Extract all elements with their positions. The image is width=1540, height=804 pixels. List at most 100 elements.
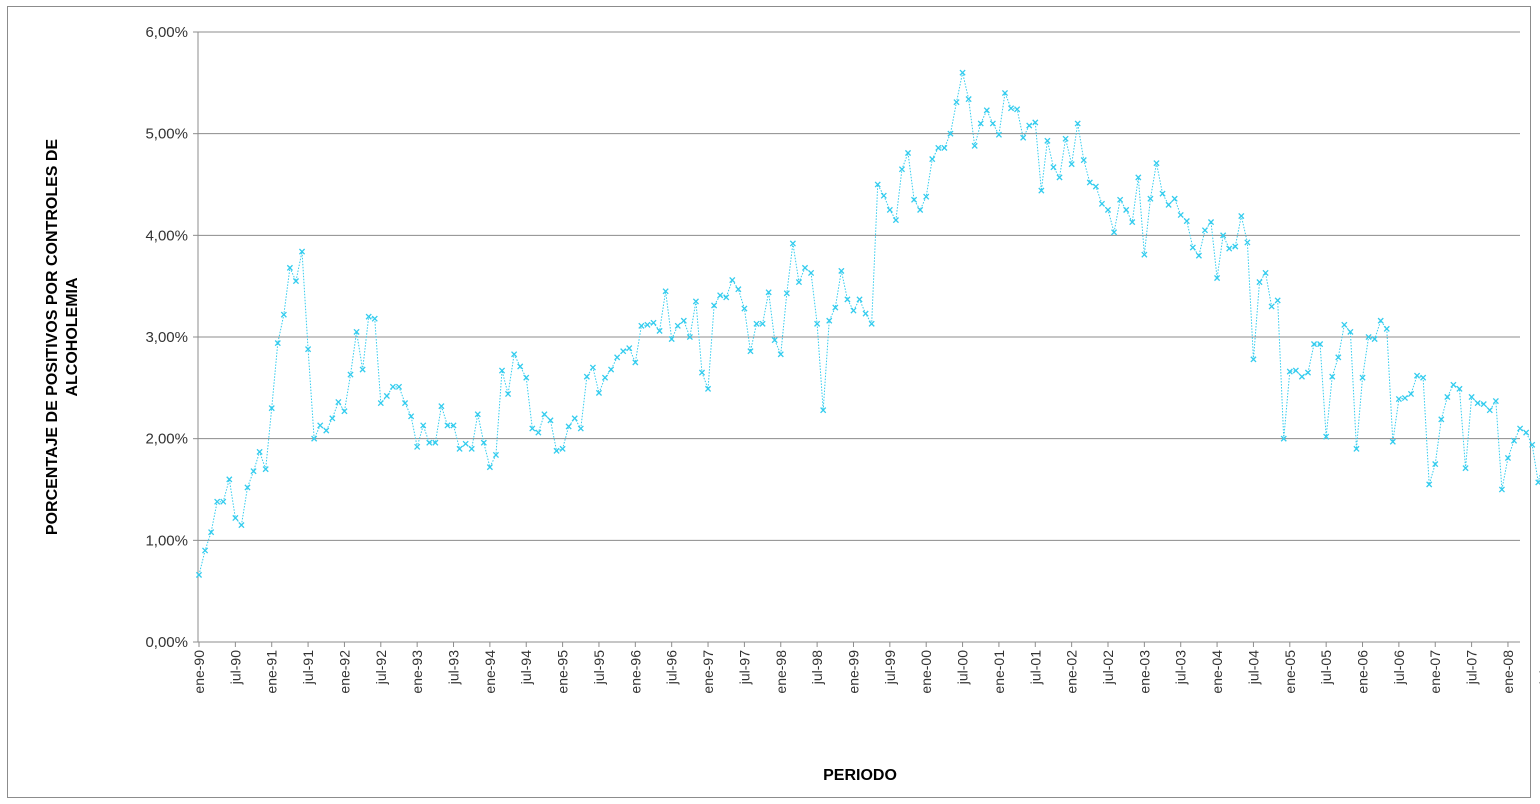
data-point [1226,245,1233,252]
data-point [498,367,506,374]
data-point [1359,374,1366,381]
data-point [886,206,893,213]
data-point [771,336,778,344]
data-point [650,319,657,326]
data-point [644,321,651,328]
data-point [1389,438,1396,445]
data-point [359,366,366,373]
data-point [1232,243,1239,250]
data-point [995,131,1002,138]
data-point [1304,369,1312,376]
data-point [1468,393,1475,401]
data-point [1262,269,1269,277]
data-point [468,445,475,452]
data-point [1159,190,1166,197]
x-tick-label: jul-92 [373,650,389,685]
data-point [571,415,578,422]
data-point [474,411,481,418]
gridlines [198,31,1520,541]
data-point [517,363,524,370]
data-point [789,240,796,247]
data-point [535,429,542,436]
x-axis: ene-90 jul-90 ene-91 jul-91 ene-92 jul-92 ene-… [191,32,1540,694]
data-point [947,130,954,137]
x-tick-label: ene-07 [1427,650,1443,694]
data-point [765,289,772,296]
x-tick-label: jul-02 [1100,650,1116,685]
data-point [1486,407,1493,414]
data-point [814,320,821,327]
x-tick-label: jul-93 [446,650,462,685]
data-point [892,217,899,224]
data-point [292,278,300,285]
data-point [1165,201,1172,208]
data-point [826,317,833,324]
series-layer [195,69,1540,578]
data-point [1286,368,1293,375]
data-point [1292,367,1299,374]
data-point [941,144,948,151]
x-tick-label: jul-06 [1391,650,1407,685]
data-point [935,144,942,151]
data-point [1347,328,1354,335]
data-point [335,399,342,406]
x-tick-label: ene-94 [482,650,498,694]
data-point [1529,441,1536,448]
x-tick-label: ene-90 [191,650,207,694]
data-point [953,99,960,106]
x-tick-label: jul-94 [518,650,534,685]
data-point [1141,251,1148,258]
y-tick-label: 5,00% [145,126,188,143]
x-tick-label: jul-04 [1245,650,1261,685]
x-tick-label: ene-92 [336,650,352,694]
data-point [341,408,348,415]
data-point [1268,303,1275,310]
data-point [1474,400,1481,407]
data-point [1323,433,1330,440]
data-point [1456,385,1463,392]
data-point [262,466,269,473]
data-point [959,69,966,76]
data-point [238,522,245,529]
x-tick-label: jul-07 [1464,650,1480,685]
x-tick-label: jul-95 [591,650,607,685]
data-point [377,400,384,407]
x-tick-label: ene-96 [627,650,643,694]
data-point [1377,317,1384,324]
data-point [486,464,493,471]
data-point [1001,89,1009,97]
y-tick-label: 2,00% [145,431,188,448]
x-tick-label: jul-96 [664,650,680,685]
data-point [1207,219,1215,226]
x-tick-label: jul-05 [1318,650,1334,685]
data-point [505,390,512,397]
data-point [929,156,936,163]
data-point [729,277,736,284]
data-point [456,445,463,452]
data-point [347,371,354,378]
data-point [1414,372,1421,379]
data-point [1238,212,1245,220]
data-point [1111,229,1118,236]
x-tick-label: jul-08 [1536,650,1540,685]
data-point [389,383,396,390]
data-point [1214,274,1221,282]
data-point [698,369,706,376]
x-tick-label: ene-00 [918,650,934,694]
data-point [1523,429,1530,436]
data-point [759,320,766,327]
x-tick-label: ene-93 [409,650,425,694]
data-point [735,286,742,293]
data-point [298,248,306,255]
data-point [408,413,415,420]
data-point [674,322,681,329]
data-point [1129,219,1136,226]
data-point [898,166,906,173]
data-point [1298,373,1305,380]
data-point [1038,187,1045,194]
data-point [286,264,293,271]
data-point [1171,195,1178,202]
data-point [1444,393,1451,401]
data-point [777,351,784,358]
